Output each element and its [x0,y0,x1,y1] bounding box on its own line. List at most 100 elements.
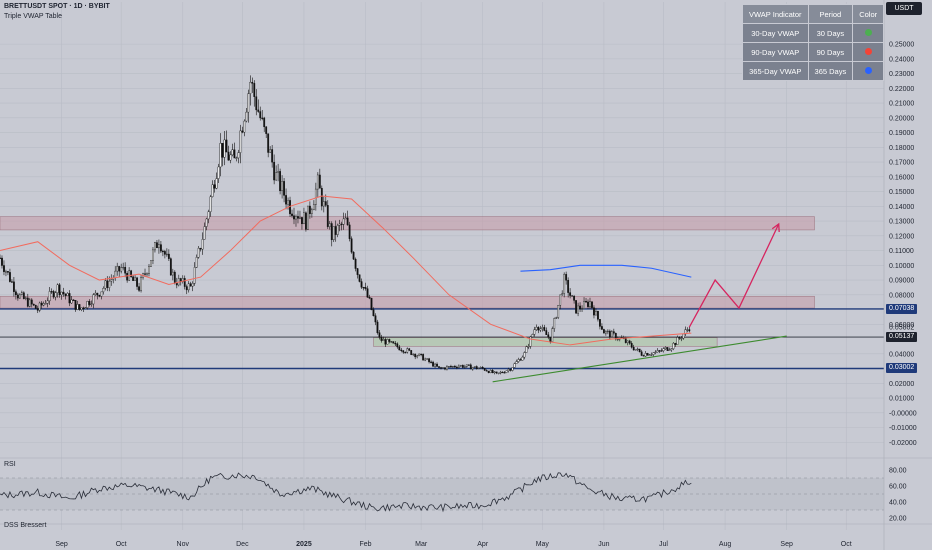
candle-body [422,354,425,361]
candle-body [326,205,329,227]
candle-body [229,154,232,161]
current-price-label: 0.05802 [889,325,914,332]
candle-body [215,178,218,189]
candle-body [448,366,450,368]
candle-body [181,278,184,283]
candle-body [243,120,246,133]
candle-body [3,265,5,272]
candle-body [678,337,681,339]
candle-body [642,355,645,357]
candle-body [56,284,59,293]
candle-body [203,226,206,240]
candle-body [74,300,77,310]
candle-body [189,283,192,287]
candle-body [165,253,168,256]
x-tick-label: Aug [719,541,732,548]
price-badge: 0.03002 [886,363,918,374]
candle-body [80,307,83,310]
candle-body [197,247,200,258]
candle-body [606,330,609,333]
candle-body [324,201,327,206]
candle-body [148,266,150,274]
candle-body [384,339,387,345]
candle-body [551,328,554,343]
x-tick-label: 2025 [296,541,312,548]
candle-body [428,358,430,363]
candle-body [392,341,395,344]
candle-body [505,370,508,373]
candle-body [527,346,530,348]
candle-body [593,307,595,316]
candle-body [134,277,136,281]
candle-body [209,196,212,212]
y-tick-label: -0.01000 [889,425,917,432]
rsi-tick-label: 20.00 [889,516,907,523]
currency-button[interactable]: USDT [886,2,922,15]
rsi-line [0,472,692,513]
candle-body [82,307,85,309]
candle-body [499,371,502,374]
candle-body [305,212,307,230]
candle-body [38,302,41,311]
candle-body [535,326,538,330]
candle-body [86,301,89,308]
candle-body [438,366,440,368]
candle-body [372,309,375,316]
candle-body [487,370,490,374]
candle-body [658,350,661,352]
candle-body [346,217,349,226]
candle-body [251,81,254,84]
vwap-color-cell [852,23,885,43]
candle-body [650,354,653,356]
rsi-tick-label: 60.00 [889,484,907,491]
candle-body [461,365,464,368]
candle-body [354,258,357,269]
candle-body [479,367,482,369]
candle-body [46,300,49,304]
candle-body [664,347,667,349]
candle-body [122,266,125,269]
candle-body [293,215,295,220]
y-tick-label: 0.11000 [889,248,914,255]
x-tick-label: Sep [780,541,793,548]
candle-body [279,171,281,192]
candle-body [205,218,208,227]
candle-body [213,184,216,189]
candle-body [235,157,238,159]
projection-path [688,223,780,328]
y-tick-label: 0.24000 [889,56,914,63]
vwap-period-cell: 365 Days [807,61,854,81]
candle-body [106,280,109,288]
rsi-tick-label: 80.00 [889,468,907,475]
candle-body [452,365,454,368]
candle-body [307,205,309,230]
candle-body [471,367,474,370]
candle-body [543,327,546,331]
candle-body [571,295,574,297]
price-zone [0,216,815,231]
candle-body [185,286,188,291]
candle-body [676,337,679,345]
candle-body [9,272,11,282]
vwap-indicator-cell: 365-Day VWAP [742,61,809,81]
candle-body [273,161,276,181]
candle-body [130,270,133,277]
candle-body [154,242,156,251]
vwap-header-indicator: VWAP Indicator [742,4,809,24]
candle-body [386,339,389,345]
candle-body [559,294,562,306]
candle-body [136,277,138,287]
candle-body [241,130,244,133]
candle-body [583,301,585,309]
candle-body [301,217,303,225]
y-tick-label: 0.25000 [889,42,914,49]
candle-body [253,83,256,97]
candle-body [158,244,160,249]
candle-body [193,267,196,284]
candle-body [66,293,69,296]
candle-body [495,371,498,374]
y-tick-label: 0.01000 [889,396,914,403]
